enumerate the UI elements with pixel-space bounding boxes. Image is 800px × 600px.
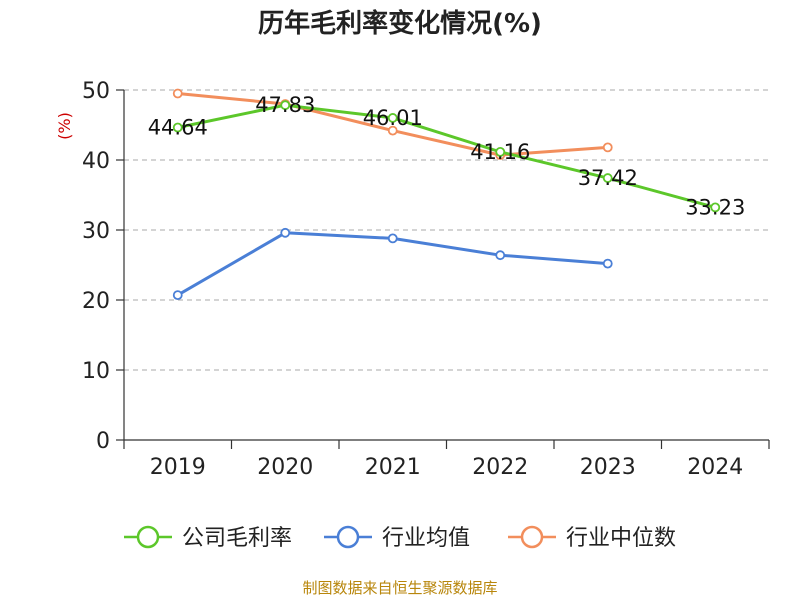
- data-label-2019: 44.64: [148, 116, 208, 140]
- y-tick-label-20: 20: [82, 289, 110, 314]
- data-point-行业均值-2021: [387, 233, 398, 244]
- data-point-公司毛利率-2022: [495, 146, 506, 157]
- y-tick-label-40: 40: [82, 149, 110, 174]
- x-tick-label-2022: 2022: [472, 455, 528, 480]
- legend-label-行业均值: 行业均值: [382, 526, 470, 551]
- data-point-公司毛利率-2021: [387, 113, 398, 123]
- data-point-行业中位数-2023: [602, 142, 613, 153]
- data-point-公司毛利率-2024: [710, 202, 721, 213]
- data-point-行业均值-2023: [602, 258, 613, 269]
- data-point-行业均值-2020: [280, 227, 291, 238]
- grid-lines: [124, 89, 769, 371]
- source-note: 制图数据来自恒生聚源数据库: [302, 579, 497, 597]
- y-axis-unit-label: (%): [55, 112, 74, 140]
- x-tick-label-2023: 2023: [580, 455, 636, 480]
- data-point-行业中位数-2021: [387, 125, 398, 136]
- legend-marker-行业均值: [336, 525, 360, 549]
- x-tick-label-2021: 2021: [365, 455, 421, 480]
- y-tick-label-50: 50: [82, 79, 110, 104]
- x-tick-label-2019: 2019: [150, 455, 206, 480]
- legend: 公司毛利率 行业均值 行业中位数: [124, 525, 676, 551]
- data-label-2024: 33.23: [685, 195, 745, 219]
- x-tick-label-2024: 2024: [687, 455, 743, 480]
- y-tick-label-0: 0: [96, 429, 110, 454]
- data-label-2021: 46.01: [363, 106, 423, 130]
- data-label-2023: 37.42: [578, 166, 638, 190]
- chart-title: 历年毛利率变化情况(%): [258, 8, 542, 39]
- data-point-公司毛利率-2019: [172, 122, 183, 133]
- data-labels: 44.64 47.83 46.01 41.16 37.42 33.23: [148, 93, 746, 219]
- y-tick-label-10: 10: [82, 359, 110, 384]
- legend-marker-行业中位数: [520, 525, 544, 549]
- legend-marker-公司毛利率: [136, 525, 160, 549]
- legend-label-行业中位数: 行业中位数: [566, 526, 676, 551]
- legend-label-公司毛利率: 公司毛利率: [182, 526, 292, 551]
- series-lines: [176, 92, 717, 297]
- axes: [116, 89, 770, 449]
- series-points: [172, 88, 721, 301]
- data-label-2022: 41.16: [470, 140, 530, 164]
- data-point-行业均值-2019: [172, 290, 183, 301]
- data-point-公司毛利率-2023: [602, 173, 613, 183]
- y-tick-label-30: 30: [82, 219, 110, 244]
- data-point-公司毛利率-2020: [280, 100, 291, 111]
- data-point-行业中位数-2019: [172, 88, 183, 99]
- x-tick-labels: 2019 2020 2021 2022 2023 2024: [150, 455, 744, 480]
- series-line-公司毛利率: [176, 103, 717, 209]
- data-label-2020: 47.83: [255, 93, 315, 117]
- y-tick-labels: 0 10 20 30 40 50: [82, 79, 110, 454]
- data-point-行业均值-2022: [495, 250, 506, 261]
- x-tick-label-2020: 2020: [257, 455, 313, 480]
